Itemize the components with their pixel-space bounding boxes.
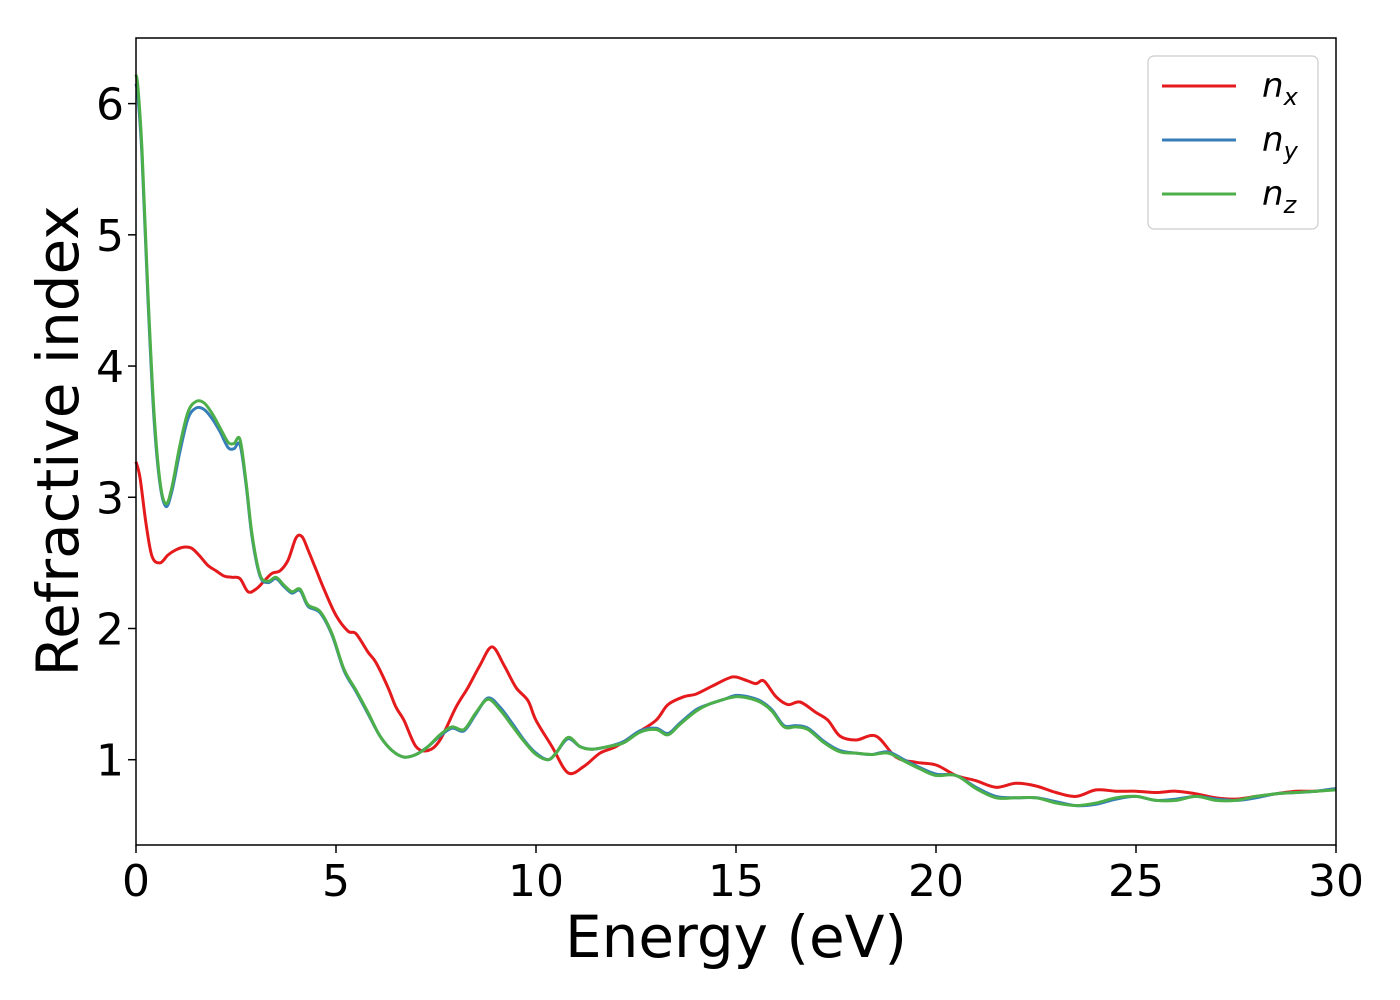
- legend-label-nx-main: n: [1262, 66, 1284, 106]
- series-line-nz: [134, 74, 1337, 808]
- plot-area: [136, 38, 1336, 845]
- x-tick-label: 0: [122, 856, 150, 907]
- legend-label-nx: nx: [1262, 66, 1299, 111]
- y-tick-label: 6: [96, 80, 124, 131]
- legend-label-ny: ny: [1262, 120, 1299, 165]
- y-tick-label: 3: [96, 473, 124, 524]
- axis-ticks: 0 5 10 15 20 25 30 1 2 3 4 5 6: [96, 80, 1364, 907]
- legend-label-nz: nz: [1262, 174, 1298, 219]
- x-tick-label: 5: [322, 856, 350, 907]
- y-axis-title: Refractive index: [24, 205, 92, 676]
- x-tick-label: 30: [1308, 856, 1364, 907]
- y-tick-label: 5: [96, 211, 124, 262]
- y-tick-label: 2: [96, 604, 124, 655]
- x-tick-label: 10: [508, 856, 564, 907]
- y-tick-label: 1: [96, 736, 124, 787]
- series-lines: [134, 74, 1337, 808]
- x-tick-label: 20: [908, 856, 964, 907]
- y-tick-label: 4: [96, 342, 124, 393]
- legend-label-ny-sub: y: [1283, 137, 1299, 165]
- legend-label-nz-main: n: [1262, 174, 1284, 214]
- x-tick-label: 25: [1108, 856, 1164, 907]
- series-line-nx: [134, 461, 1337, 801]
- legend-box: [1147, 55, 1319, 230]
- x-tick-label: 15: [708, 856, 764, 907]
- legend-label-nx-sub: x: [1283, 83, 1299, 111]
- x-axis-title: Energy (eV): [565, 903, 907, 971]
- legend-label-nz-sub: z: [1283, 191, 1298, 219]
- legend-label-ny-main: n: [1262, 120, 1284, 160]
- legend: nx ny nz: [1147, 55, 1319, 230]
